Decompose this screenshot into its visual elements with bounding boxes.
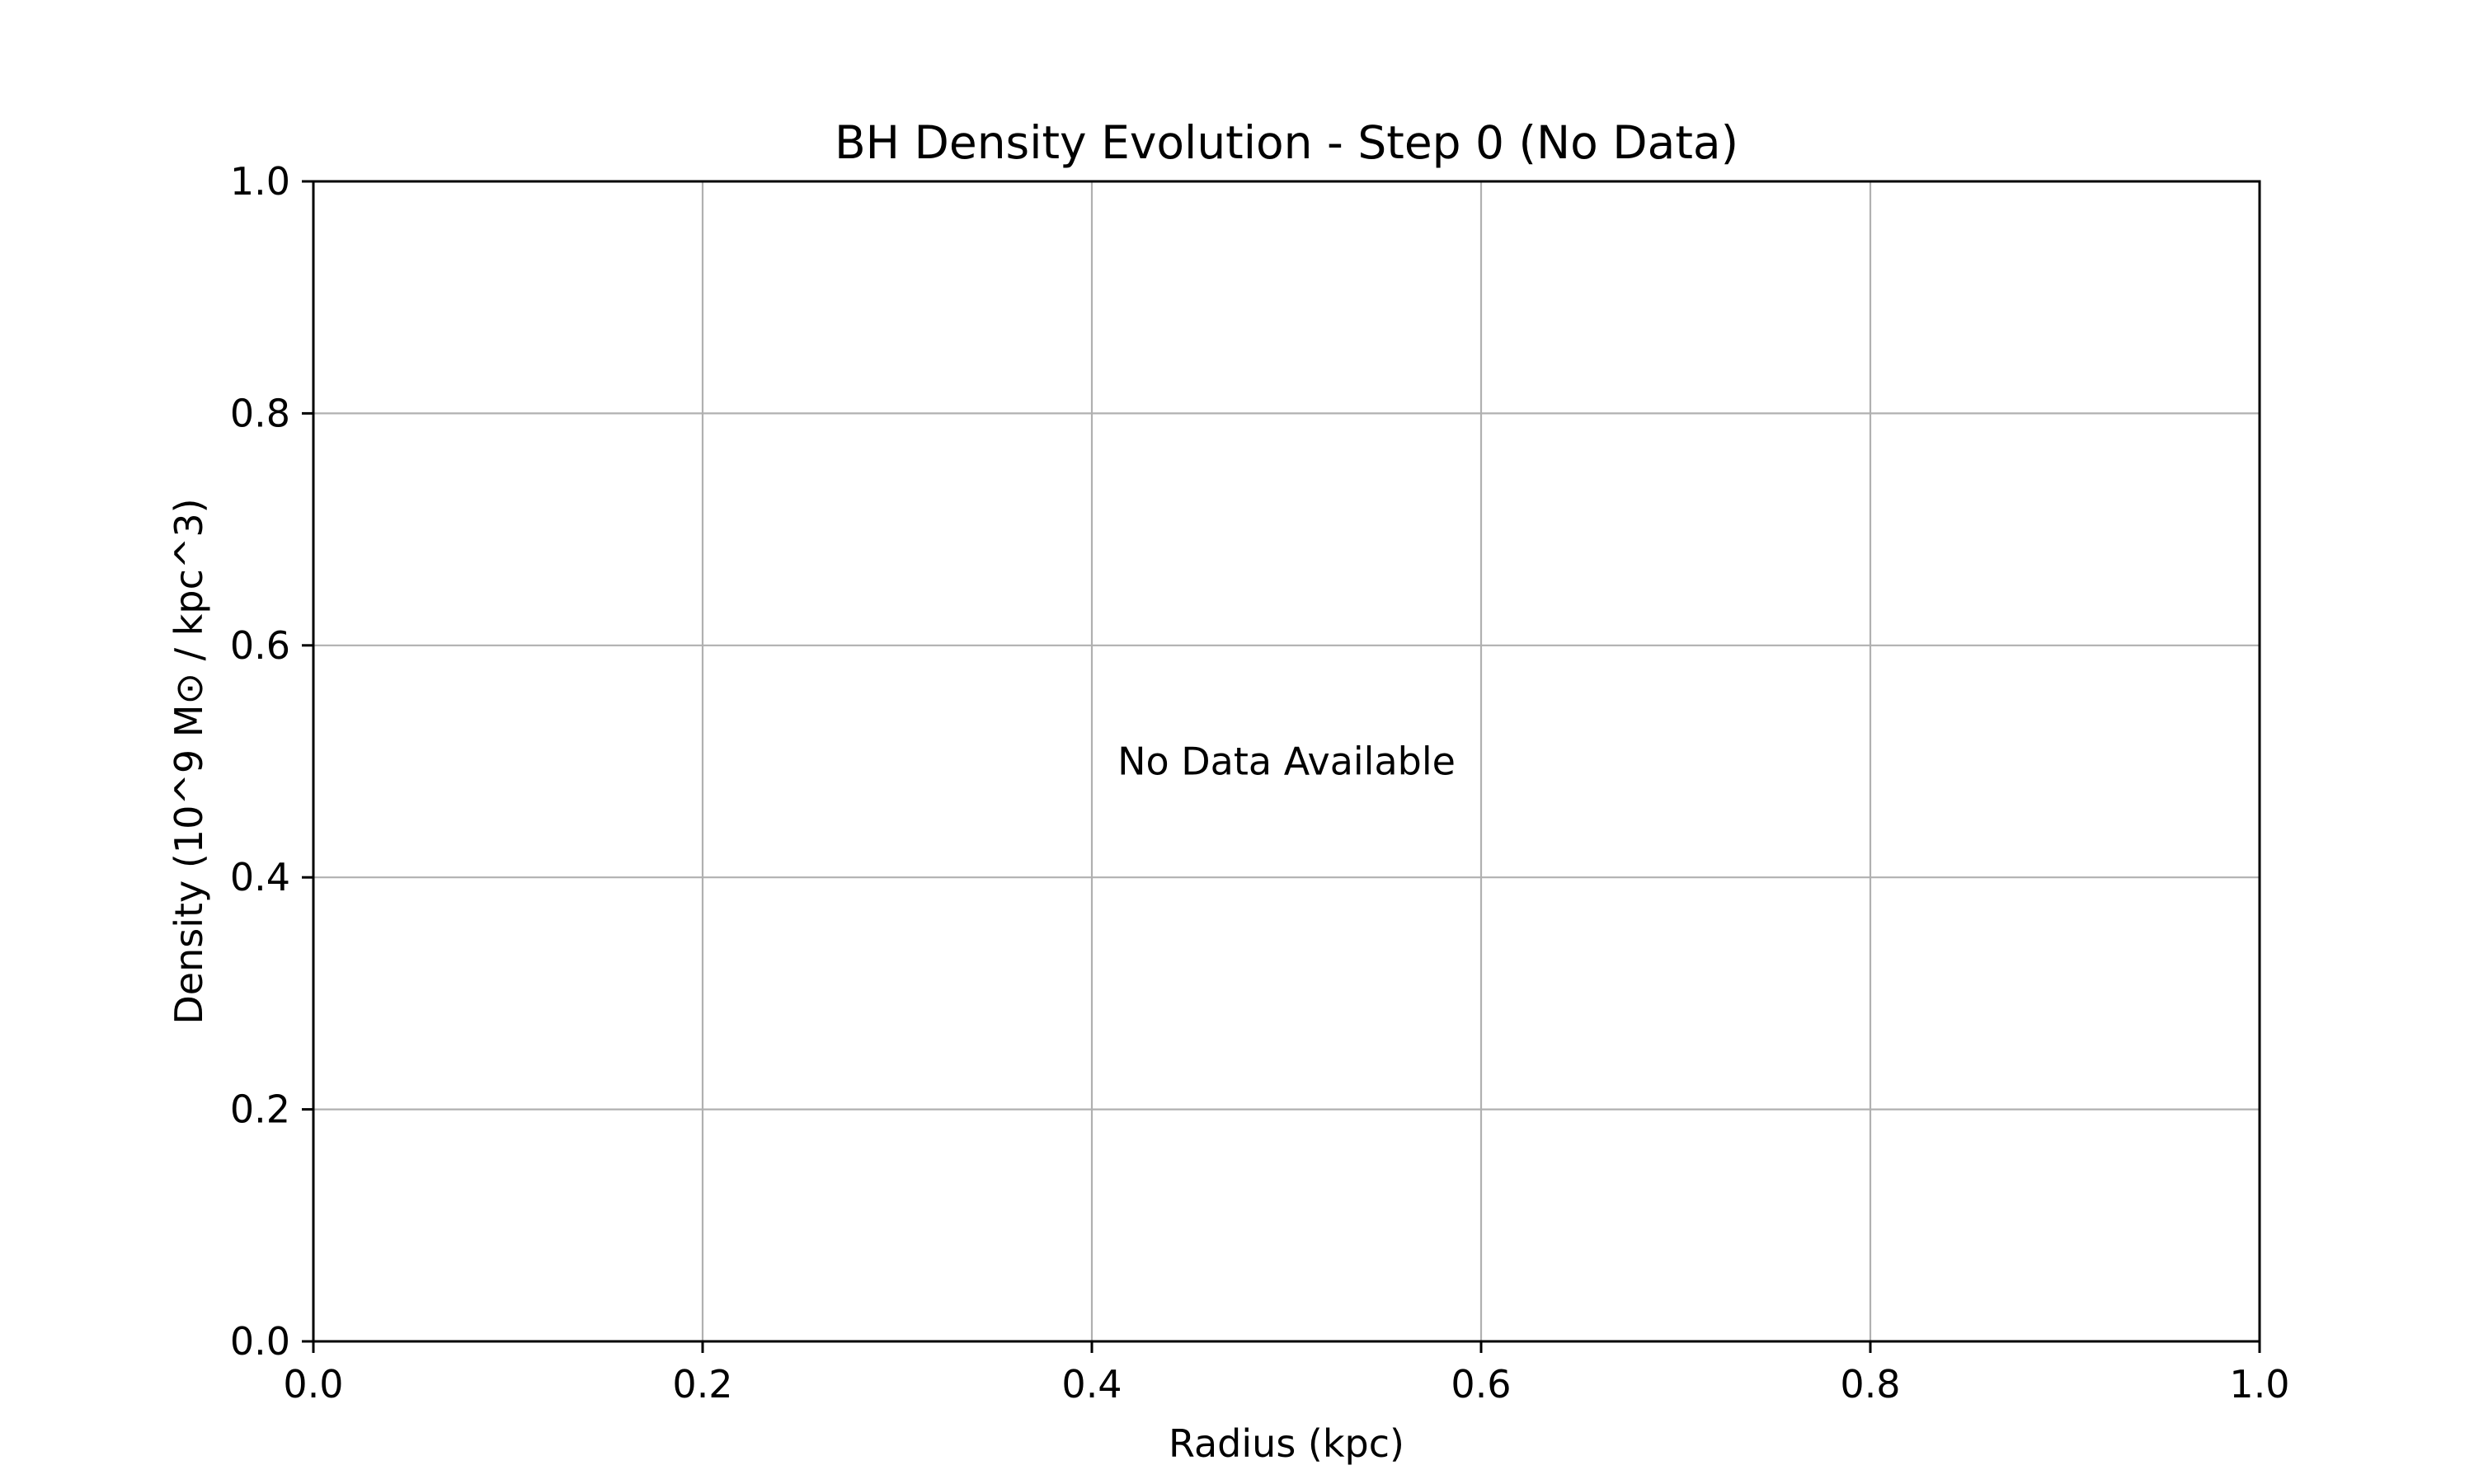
y-tick-label: 0.6 (230, 623, 290, 668)
x-tick-label: 0.4 (1061, 1362, 1122, 1407)
chart-title: BH Density Evolution - Step 0 (No Data) (835, 116, 1738, 169)
plot-frame (312, 180, 2261, 1343)
x-tick-label: 0.0 (283, 1362, 343, 1407)
x-tick-label: 1.0 (2229, 1362, 2289, 1407)
y-tick-label: 1.0 (230, 159, 290, 204)
annotations: No Data Available (1117, 740, 1456, 784)
x-tick-label: 0.6 (1451, 1362, 1511, 1407)
x-tick-label: 0.8 (1840, 1362, 1900, 1407)
y-axis-label: Density (10^9 M⊙ / kpc^3) (167, 498, 211, 1024)
y-tick-label: 0.2 (230, 1087, 290, 1132)
y-tick-label: 0.8 (230, 391, 290, 435)
ticks: 0.0 0.2 0.4 0.6 0.8 1.0 0.0 0.2 0.4 0.6 0.8 1.0 (230, 159, 2290, 1407)
x-tick-label: 0.2 (672, 1362, 732, 1407)
y-tick-label: 0.0 (230, 1319, 290, 1364)
no-data-annotation: No Data Available (1117, 740, 1456, 784)
x-axis-label: Radius (kpc) (1169, 1421, 1404, 1466)
y-tick-label: 0.4 (230, 855, 290, 899)
